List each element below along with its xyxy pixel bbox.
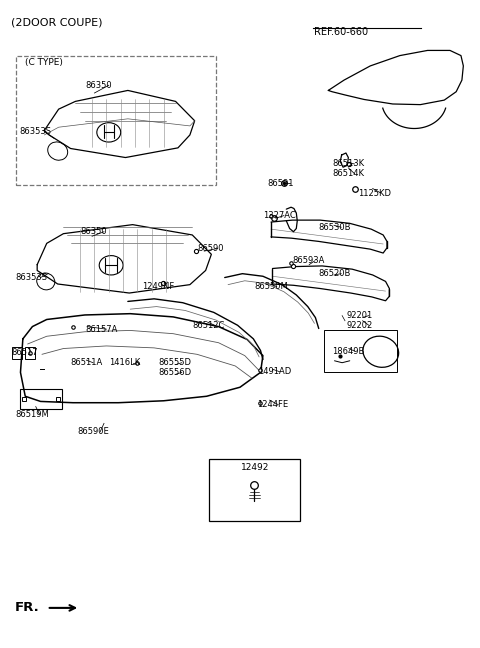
Text: 86353S: 86353S	[20, 127, 51, 136]
Text: 86520B: 86520B	[319, 269, 351, 278]
Bar	[12, 347, 22, 360]
Text: 86550M: 86550M	[254, 282, 288, 291]
Text: 1125KD: 1125KD	[359, 189, 391, 198]
Text: 86517: 86517	[11, 348, 37, 357]
Text: 86511A: 86511A	[71, 358, 103, 367]
Text: 86513K: 86513K	[332, 159, 364, 168]
Text: 86353S: 86353S	[16, 273, 48, 282]
Text: 1244FE: 1244FE	[257, 400, 288, 409]
Text: 86555D: 86555D	[159, 358, 192, 367]
Text: 86556D: 86556D	[159, 368, 192, 377]
Text: 92202: 92202	[347, 321, 372, 330]
Text: 1327AC: 1327AC	[263, 211, 296, 220]
Text: 86512C: 86512C	[192, 321, 225, 330]
Text: 1491AD: 1491AD	[258, 367, 291, 376]
Bar	[25, 347, 35, 360]
Text: 1416LK: 1416LK	[109, 358, 140, 367]
Text: 86590: 86590	[197, 244, 224, 253]
Text: 86350: 86350	[80, 227, 107, 237]
Bar	[209, 459, 300, 521]
Text: 18649B: 18649B	[332, 347, 364, 356]
Text: 86350: 86350	[85, 81, 111, 90]
Text: REF.60-660: REF.60-660	[314, 27, 368, 37]
Bar	[324, 330, 397, 373]
Text: FR.: FR.	[15, 601, 39, 614]
Text: 92201: 92201	[347, 311, 372, 320]
Text: 86530B: 86530B	[319, 223, 351, 232]
Text: 86593A: 86593A	[292, 256, 325, 265]
Text: 86514K: 86514K	[332, 169, 364, 178]
Bar	[20, 389, 62, 408]
Text: 1249NF: 1249NF	[142, 282, 174, 291]
Text: 86157A: 86157A	[85, 325, 117, 334]
Text: (C TYPE): (C TYPE)	[25, 58, 63, 67]
Text: 86590E: 86590E	[78, 427, 109, 436]
Text: 12492: 12492	[241, 463, 270, 472]
Bar	[16, 56, 216, 185]
Text: 86519M: 86519M	[16, 410, 49, 419]
Text: 86591: 86591	[268, 179, 294, 188]
Text: (2DOOR COUPE): (2DOOR COUPE)	[11, 17, 102, 27]
